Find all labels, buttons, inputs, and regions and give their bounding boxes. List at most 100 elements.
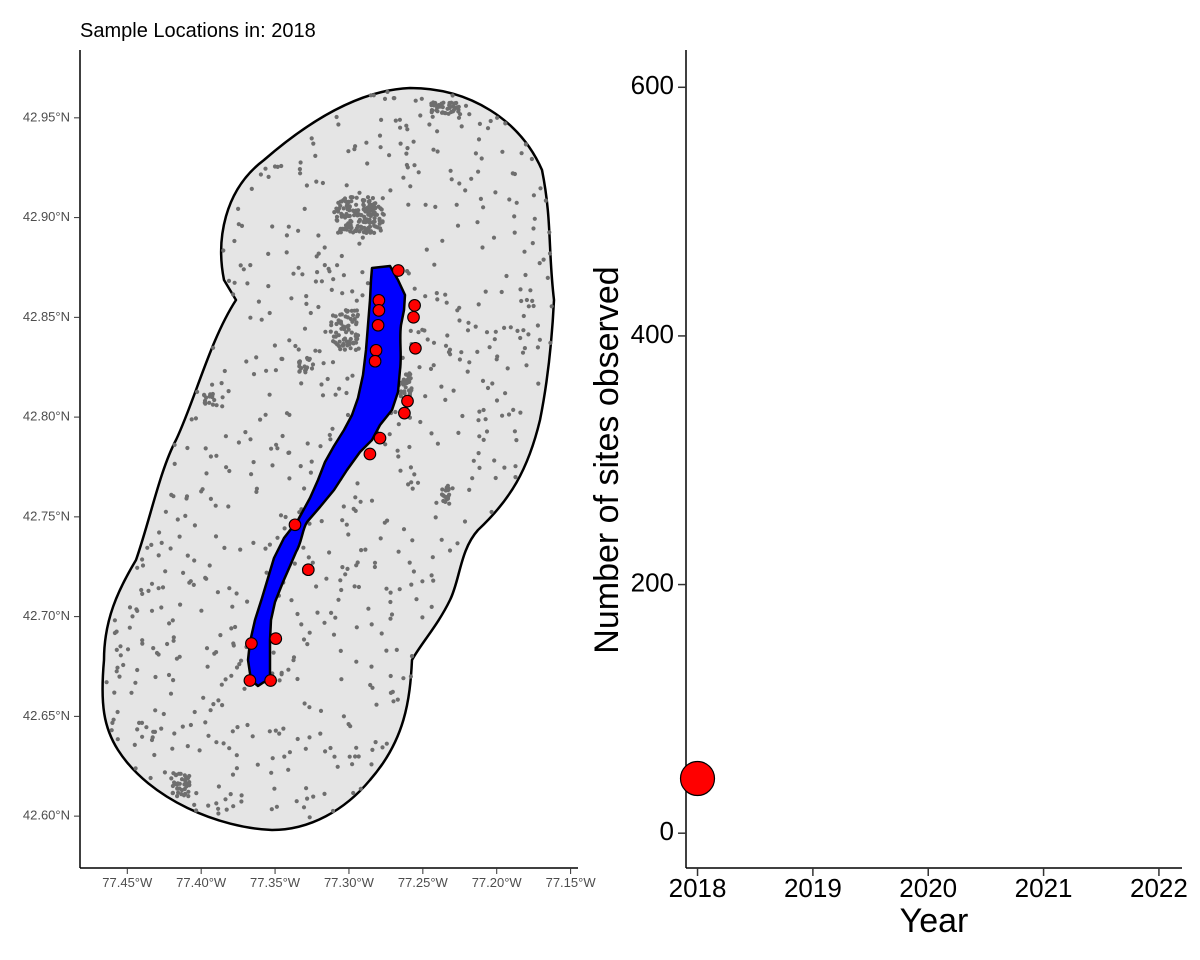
background-point xyxy=(512,429,518,434)
background-point xyxy=(396,454,401,459)
background-point xyxy=(294,799,299,804)
background-point xyxy=(224,807,229,812)
background-point xyxy=(241,267,246,272)
background-point xyxy=(302,701,307,706)
background-point xyxy=(365,195,371,200)
background-point xyxy=(139,720,145,726)
background-point xyxy=(213,503,218,508)
background-point xyxy=(188,722,193,728)
background-point xyxy=(443,397,448,402)
background-point xyxy=(322,620,327,625)
background-point xyxy=(331,632,337,637)
background-point xyxy=(407,560,412,565)
background-point xyxy=(239,799,244,804)
background-point xyxy=(378,145,383,150)
background-point xyxy=(299,622,304,627)
background-point xyxy=(478,196,483,201)
sample-point xyxy=(363,447,377,461)
background-point xyxy=(238,263,243,268)
background-point xyxy=(171,635,176,640)
background-point xyxy=(302,326,308,331)
background-point xyxy=(361,202,366,207)
background-point xyxy=(114,647,119,653)
background-point xyxy=(211,702,216,707)
background-point xyxy=(213,534,219,539)
background-point xyxy=(255,762,260,767)
background-point xyxy=(223,797,228,802)
background-point xyxy=(212,651,217,656)
background-point xyxy=(322,245,327,250)
background-point xyxy=(309,366,315,371)
background-point xyxy=(159,726,164,731)
background-point xyxy=(429,431,434,436)
background-point xyxy=(370,204,375,209)
background-point xyxy=(270,756,275,761)
background-point xyxy=(214,740,219,745)
background-point xyxy=(304,301,309,306)
background-point xyxy=(172,731,177,736)
background-point xyxy=(273,368,278,373)
background-point xyxy=(439,384,444,389)
background-point xyxy=(409,480,414,485)
background-point xyxy=(302,206,307,211)
background-point xyxy=(341,714,346,719)
background-point xyxy=(151,646,156,651)
sample-point xyxy=(398,406,411,420)
background-point xyxy=(373,740,378,745)
background-point xyxy=(133,766,138,771)
background-point xyxy=(195,389,200,394)
background-point xyxy=(422,328,427,333)
background-point xyxy=(168,546,173,551)
background-point xyxy=(451,388,456,393)
background-point xyxy=(378,536,383,541)
background-point xyxy=(269,807,274,812)
background-point xyxy=(203,401,208,406)
background-point xyxy=(206,803,211,808)
background-point xyxy=(112,630,117,636)
background-point xyxy=(319,382,324,387)
background-point xyxy=(320,393,326,398)
background-point xyxy=(334,214,340,219)
background-point xyxy=(269,446,274,451)
background-point xyxy=(254,486,259,491)
background-point xyxy=(135,667,140,673)
background-point xyxy=(350,762,355,767)
background-point xyxy=(387,432,392,437)
background-point xyxy=(500,413,505,418)
background-point xyxy=(121,662,126,668)
scatter-x-tick-label: 2019 xyxy=(784,873,842,903)
background-point xyxy=(431,578,436,583)
background-point xyxy=(304,294,309,299)
background-point xyxy=(271,650,276,655)
background-point xyxy=(249,186,254,191)
background-point xyxy=(353,211,358,217)
background-point xyxy=(168,691,174,696)
sample-point xyxy=(401,394,414,408)
background-point xyxy=(425,337,430,342)
background-point xyxy=(234,665,240,670)
background-point xyxy=(455,541,460,546)
background-point xyxy=(327,432,332,438)
background-point xyxy=(232,238,237,244)
background-point xyxy=(330,808,336,814)
background-point xyxy=(548,340,553,345)
background-point xyxy=(414,597,419,602)
background-point xyxy=(140,638,145,643)
map-x-tick-label: 77.45°W xyxy=(102,875,153,890)
background-point xyxy=(114,669,119,674)
background-point xyxy=(281,726,286,731)
background-point xyxy=(493,190,498,195)
lake-polygon xyxy=(246,264,407,688)
scatter-x-tick-label: 2018 xyxy=(669,873,727,903)
background-point xyxy=(302,486,307,491)
background-point xyxy=(339,587,344,593)
background-point xyxy=(346,532,351,537)
background-point xyxy=(349,225,354,230)
background-point xyxy=(384,741,389,746)
background-point xyxy=(409,582,414,587)
background-point xyxy=(379,117,384,122)
background-point xyxy=(340,518,345,523)
background-point xyxy=(412,163,417,168)
map-y-tick-label: 42.65°N xyxy=(23,708,70,723)
background-point xyxy=(431,100,436,105)
